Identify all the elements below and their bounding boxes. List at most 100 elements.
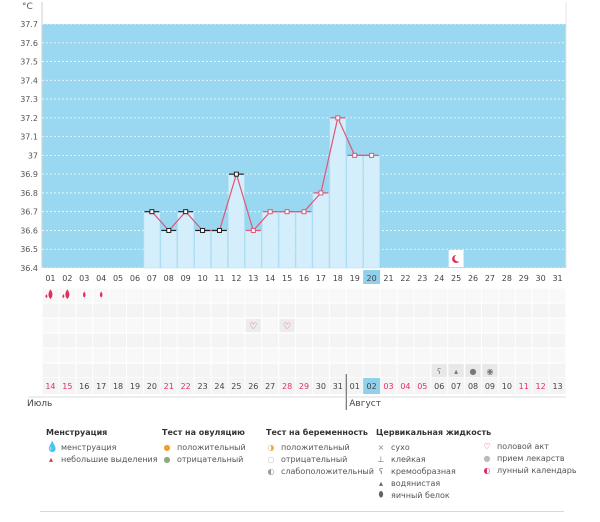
temperature-point [284, 209, 290, 215]
x-tick-label: 02 [62, 274, 72, 283]
drop-icon: 💧 [46, 441, 59, 453]
symptom-cell [160, 303, 177, 318]
symptom-cell [346, 318, 363, 333]
symptom-cell [312, 303, 329, 318]
y-tick-label: 36.7 [20, 208, 38, 217]
symptom-cell [397, 363, 414, 378]
y-tick-label: 37.4 [20, 76, 38, 85]
symptom-cell [59, 348, 76, 363]
legend-item: ⬮ яичный белок [376, 489, 491, 501]
legend-label: небольшие выделения [61, 454, 158, 464]
date-cell [177, 378, 194, 394]
x-tick-label: 25 [451, 274, 461, 283]
x-bottom-label: 18 [113, 382, 123, 391]
temperature-bar [363, 155, 380, 269]
x-bottom-label: 20 [147, 382, 157, 391]
symptom-cell [177, 288, 194, 303]
symptom-cell [262, 363, 279, 378]
date-cell [76, 378, 93, 394]
creamy-icon: ◉ [486, 367, 493, 376]
x-tick-label: 01 [45, 274, 55, 283]
x-tick-label: 19 [350, 274, 360, 283]
temperature-bar [346, 155, 363, 269]
symptom-cell [532, 363, 549, 378]
temperature-point [166, 227, 172, 233]
symptom-cell [93, 318, 110, 333]
x-bottom-label: 12 [536, 382, 546, 391]
symptom-cell [481, 348, 498, 363]
x-tick-label: 16 [299, 274, 309, 283]
x-tick-label: 27 [485, 274, 495, 283]
legend-item: ◑ положительный [266, 441, 374, 453]
symptom-cell [498, 303, 515, 318]
symptom-cell [143, 333, 160, 348]
date-cell [262, 378, 279, 394]
symptom-cell [329, 333, 346, 348]
symptom-cell [93, 333, 110, 348]
symptom-cell [160, 288, 177, 303]
current-day-highlight [363, 378, 381, 394]
symptom-cell [515, 288, 532, 303]
x-tick-label: 22 [400, 274, 410, 283]
symptom-cell [211, 333, 228, 348]
date-cell [228, 378, 245, 394]
x-tick-label: 04 [96, 274, 106, 283]
legend-item: ● прием лекарств [482, 452, 577, 464]
x-bottom-label: 04 [400, 382, 410, 391]
legend-label: водянистая [391, 478, 441, 488]
y-axis-label: °C [22, 2, 33, 12]
symptom-cell [279, 333, 296, 348]
x-bottom-label: 16 [79, 382, 89, 391]
date-cell [532, 378, 549, 394]
date-cell [329, 378, 346, 394]
date-cell [498, 378, 515, 394]
symptom-cell [143, 363, 160, 378]
legend-label: клейкая [391, 454, 426, 464]
symptom-cell [515, 318, 532, 333]
temperature-point [352, 152, 358, 158]
date-cell [110, 378, 127, 394]
legend-label: отрицательный [281, 454, 348, 464]
date-cell [312, 378, 329, 394]
symptom-cell [515, 348, 532, 363]
date-cell [93, 378, 110, 394]
symptom-cell [532, 288, 549, 303]
moon-icon: ◐ [483, 465, 491, 475]
month-labels: Июль Август [27, 374, 566, 410]
legend-cervical: Цервикальная жидкость × сухо ⊥ клейкая ʕ кр… [376, 428, 491, 501]
symptom-cell [177, 333, 194, 348]
symptom-cell [194, 303, 211, 318]
temperature-bar [194, 230, 211, 269]
symptom-cell [431, 348, 448, 363]
symptom-cell [532, 318, 549, 333]
x-bottom-label: 13 [552, 382, 562, 391]
orange-dot-icon: ● [163, 442, 171, 452]
temperature-bar [278, 211, 296, 269]
legend-item: ▴ небольшие выделения [46, 453, 158, 465]
symptom-cell [448, 303, 465, 318]
month-label-august: Август [349, 399, 381, 409]
x-bottom-label: 29 [299, 382, 309, 391]
date-cell [431, 378, 448, 394]
symptom-cell [414, 318, 431, 333]
symptom-cell [296, 363, 312, 378]
symptom-cell [42, 318, 59, 333]
x-bottom-label: 26 [248, 382, 258, 391]
temperature-bar [245, 230, 262, 269]
x-tick-label: 06 [130, 274, 140, 283]
sticky-icon: ʕ [437, 367, 441, 376]
symptom-cell [414, 333, 431, 348]
x-bottom-label: 07 [451, 382, 461, 391]
temperature-point [200, 227, 206, 233]
symptom-cell [59, 333, 76, 348]
date-cell [245, 378, 262, 394]
symptom-cell [448, 333, 465, 348]
drop-icon [48, 289, 53, 299]
x-tick-label: 10 [197, 274, 207, 283]
symptom-cell [397, 333, 414, 348]
symptom-cell [549, 303, 566, 318]
legend-title: Тест на беременность [266, 428, 368, 437]
pregnancy-weak-icon: ◐ [267, 466, 275, 476]
legend-label: положительный [177, 442, 246, 452]
legend-ovulation: Тест на овуляцию ● положительный ● отрицат… [162, 428, 246, 465]
